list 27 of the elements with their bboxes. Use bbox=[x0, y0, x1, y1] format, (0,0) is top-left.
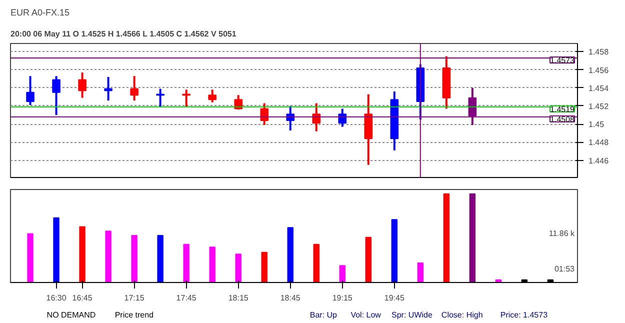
x-tick-label: 16:45 bbox=[72, 294, 93, 302]
y-tick-label: 1.45 bbox=[588, 120, 605, 130]
annotation: 01:53 bbox=[554, 264, 576, 274]
x-tick-label: 18:15 bbox=[228, 294, 249, 302]
x-tick-label: 19:15 bbox=[332, 294, 353, 302]
text: Price: 1.4573 bbox=[500, 310, 548, 320]
x-tick-label: 17:45 bbox=[176, 294, 197, 302]
y-tick-label: 1.452 bbox=[588, 102, 610, 111]
chart-title: EUR A0-FX.15 bbox=[10, 8, 70, 18]
ref-line-label: 1.4508 bbox=[550, 114, 576, 124]
x-tick-label: 16:30 bbox=[46, 294, 67, 302]
chart-subtitle: 20:00 06 May 11 O 1.4525 H 1.4566 L 1.4505 C 1.4562 V 5051 bbox=[10, 30, 237, 38]
x-tick-label: 19:45 bbox=[384, 294, 405, 302]
y-tick-label: 1.446 bbox=[588, 156, 610, 166]
text: Spr: UWide bbox=[392, 310, 433, 320]
text: Close: High bbox=[441, 310, 483, 320]
annotation: 11.86 k bbox=[548, 229, 576, 238]
y-tick-label: 1.458 bbox=[588, 48, 610, 57]
text: NO DEMAND bbox=[46, 310, 96, 320]
y-tick-label: 1.454 bbox=[588, 84, 610, 93]
x-tick-label: 18:45 bbox=[280, 294, 301, 302]
text: Vol: Low bbox=[350, 310, 382, 320]
y-tick-label: 1.448 bbox=[588, 138, 610, 148]
x-tick-label: 17:15 bbox=[124, 294, 145, 302]
text: Bar: Up bbox=[310, 310, 338, 320]
y-tick-label: 1.456 bbox=[588, 66, 610, 75]
text: Price trend bbox=[114, 310, 154, 320]
